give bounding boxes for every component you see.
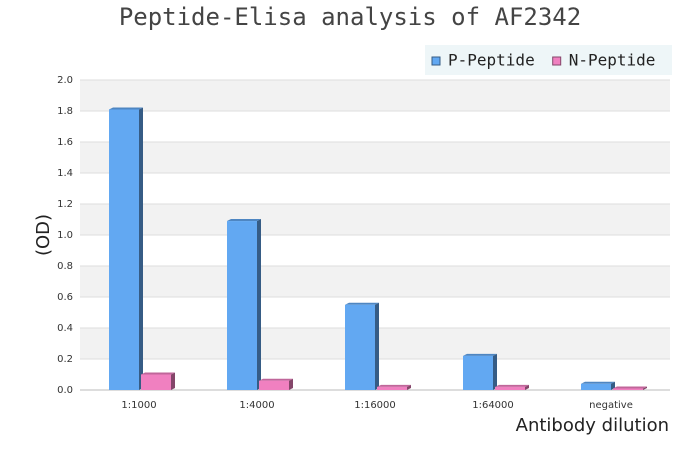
y-tick-label: 1.6	[57, 137, 73, 148]
legend-swatch	[431, 56, 441, 66]
legend-swatch	[552, 56, 562, 66]
bar	[463, 355, 493, 390]
grid-band	[80, 266, 670, 297]
bar	[581, 383, 611, 390]
bar	[613, 388, 643, 390]
grid-band	[80, 80, 670, 111]
bar	[377, 386, 407, 390]
y-tick-label: 1.0	[57, 230, 73, 241]
bar-top	[109, 107, 143, 110]
bar-top	[259, 378, 293, 381]
bar-top	[613, 386, 647, 389]
legend-box	[425, 45, 672, 75]
grid-band	[80, 142, 670, 173]
y-tick-label: 1.2	[57, 199, 73, 210]
bar-top	[377, 384, 411, 387]
x-tick-label: 1:1000	[121, 400, 156, 411]
y-tick-label: 0.0	[57, 385, 73, 396]
bar-top	[227, 219, 261, 222]
bar	[345, 304, 375, 390]
y-tick-label: 0.6	[57, 292, 73, 303]
bar-top	[345, 302, 379, 305]
bar-top	[141, 372, 175, 375]
y-tick-label: 0.4	[57, 323, 73, 334]
bar-side	[289, 378, 293, 390]
bar	[227, 221, 257, 390]
y-axis-label: (OD)	[33, 214, 54, 256]
bar	[141, 374, 171, 390]
y-tick-label: 0.2	[57, 354, 73, 365]
x-tick-label: 1:16000	[354, 400, 396, 411]
y-tick-label: 2.0	[57, 75, 73, 86]
bar-top	[495, 384, 529, 387]
bar	[109, 109, 139, 390]
chart-title: Peptide-Elisa analysis of AF2342	[119, 3, 581, 31]
bar	[259, 380, 289, 390]
x-tick-label: 1:4000	[239, 400, 274, 411]
y-tick-label: 0.8	[57, 261, 73, 272]
bar-side	[525, 384, 529, 390]
y-tick-label: 1.4	[57, 168, 73, 179]
x-tick-label: negative	[589, 400, 633, 411]
bar-side	[407, 384, 411, 390]
bar-side	[493, 353, 497, 390]
bar-top	[581, 381, 615, 384]
grid-band	[80, 204, 670, 235]
bar-top	[463, 353, 497, 356]
bar-side	[139, 107, 143, 390]
bar-side	[643, 386, 647, 390]
x-tick-label: 1:64000	[472, 400, 514, 411]
y-tick-label: 1.8	[57, 106, 73, 117]
x-axis-label: Antibody dilution	[516, 415, 669, 436]
legend-label: P-Peptide	[448, 51, 535, 70]
bar-side	[375, 302, 379, 390]
bar	[495, 386, 525, 390]
legend-label: N-Peptide	[569, 51, 656, 70]
bar-side	[171, 372, 175, 390]
bar-side	[257, 219, 261, 390]
